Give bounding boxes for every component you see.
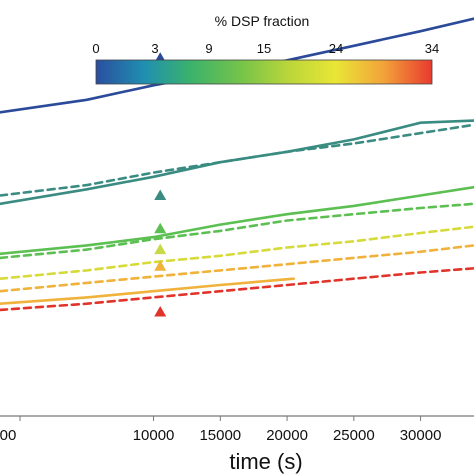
series-line-8: [0, 266, 474, 312]
colorbar-tick-label: 15: [257, 41, 271, 56]
series-line-2: [0, 123, 474, 197]
triangle-marker-4: [154, 260, 167, 271]
colorbar-tick-label: 24: [329, 41, 343, 56]
plot-series-group: [0, 17, 474, 312]
series-line-5: [0, 225, 474, 281]
series-line-3: [0, 185, 474, 256]
triangle-marker-1: [154, 189, 167, 201]
colorbar-tick-label: 0: [92, 41, 99, 56]
x-tick-label: 15000: [199, 427, 241, 444]
x-tick-label: 25000: [333, 427, 375, 444]
x-axis-label: time (s): [229, 449, 302, 474]
x-tick-label: 20000: [266, 427, 308, 444]
triangle-marker-3: [154, 243, 167, 255]
series-line-4: [0, 202, 474, 260]
colorbar-ticks: 0 3 9 15 24 34: [92, 41, 439, 56]
x-tick-label: 30000: [400, 427, 442, 444]
colorbar-title: % DSP fraction: [215, 13, 310, 29]
x-tick-label: 10000: [133, 427, 175, 444]
series-line-7: [0, 277, 296, 306]
colorbar-tick-label: 34: [425, 41, 439, 56]
triangle-marker-2: [154, 222, 167, 234]
colorbar-tick-label: 9: [205, 41, 212, 56]
colorbar-tick-label: 3: [151, 41, 158, 56]
colorbar: % DSP fraction 0 3 9 15 24 34: [92, 13, 439, 85]
series-line-1: [0, 119, 474, 206]
colorbar-gradient: [95, 59, 433, 85]
series-line-6: [0, 244, 474, 293]
x-axis-ticks: 00 10000 15000 20000 25000 30000: [0, 416, 441, 444]
triangle-marker-5: [154, 306, 167, 317]
x-tick-label: 00: [0, 427, 16, 444]
